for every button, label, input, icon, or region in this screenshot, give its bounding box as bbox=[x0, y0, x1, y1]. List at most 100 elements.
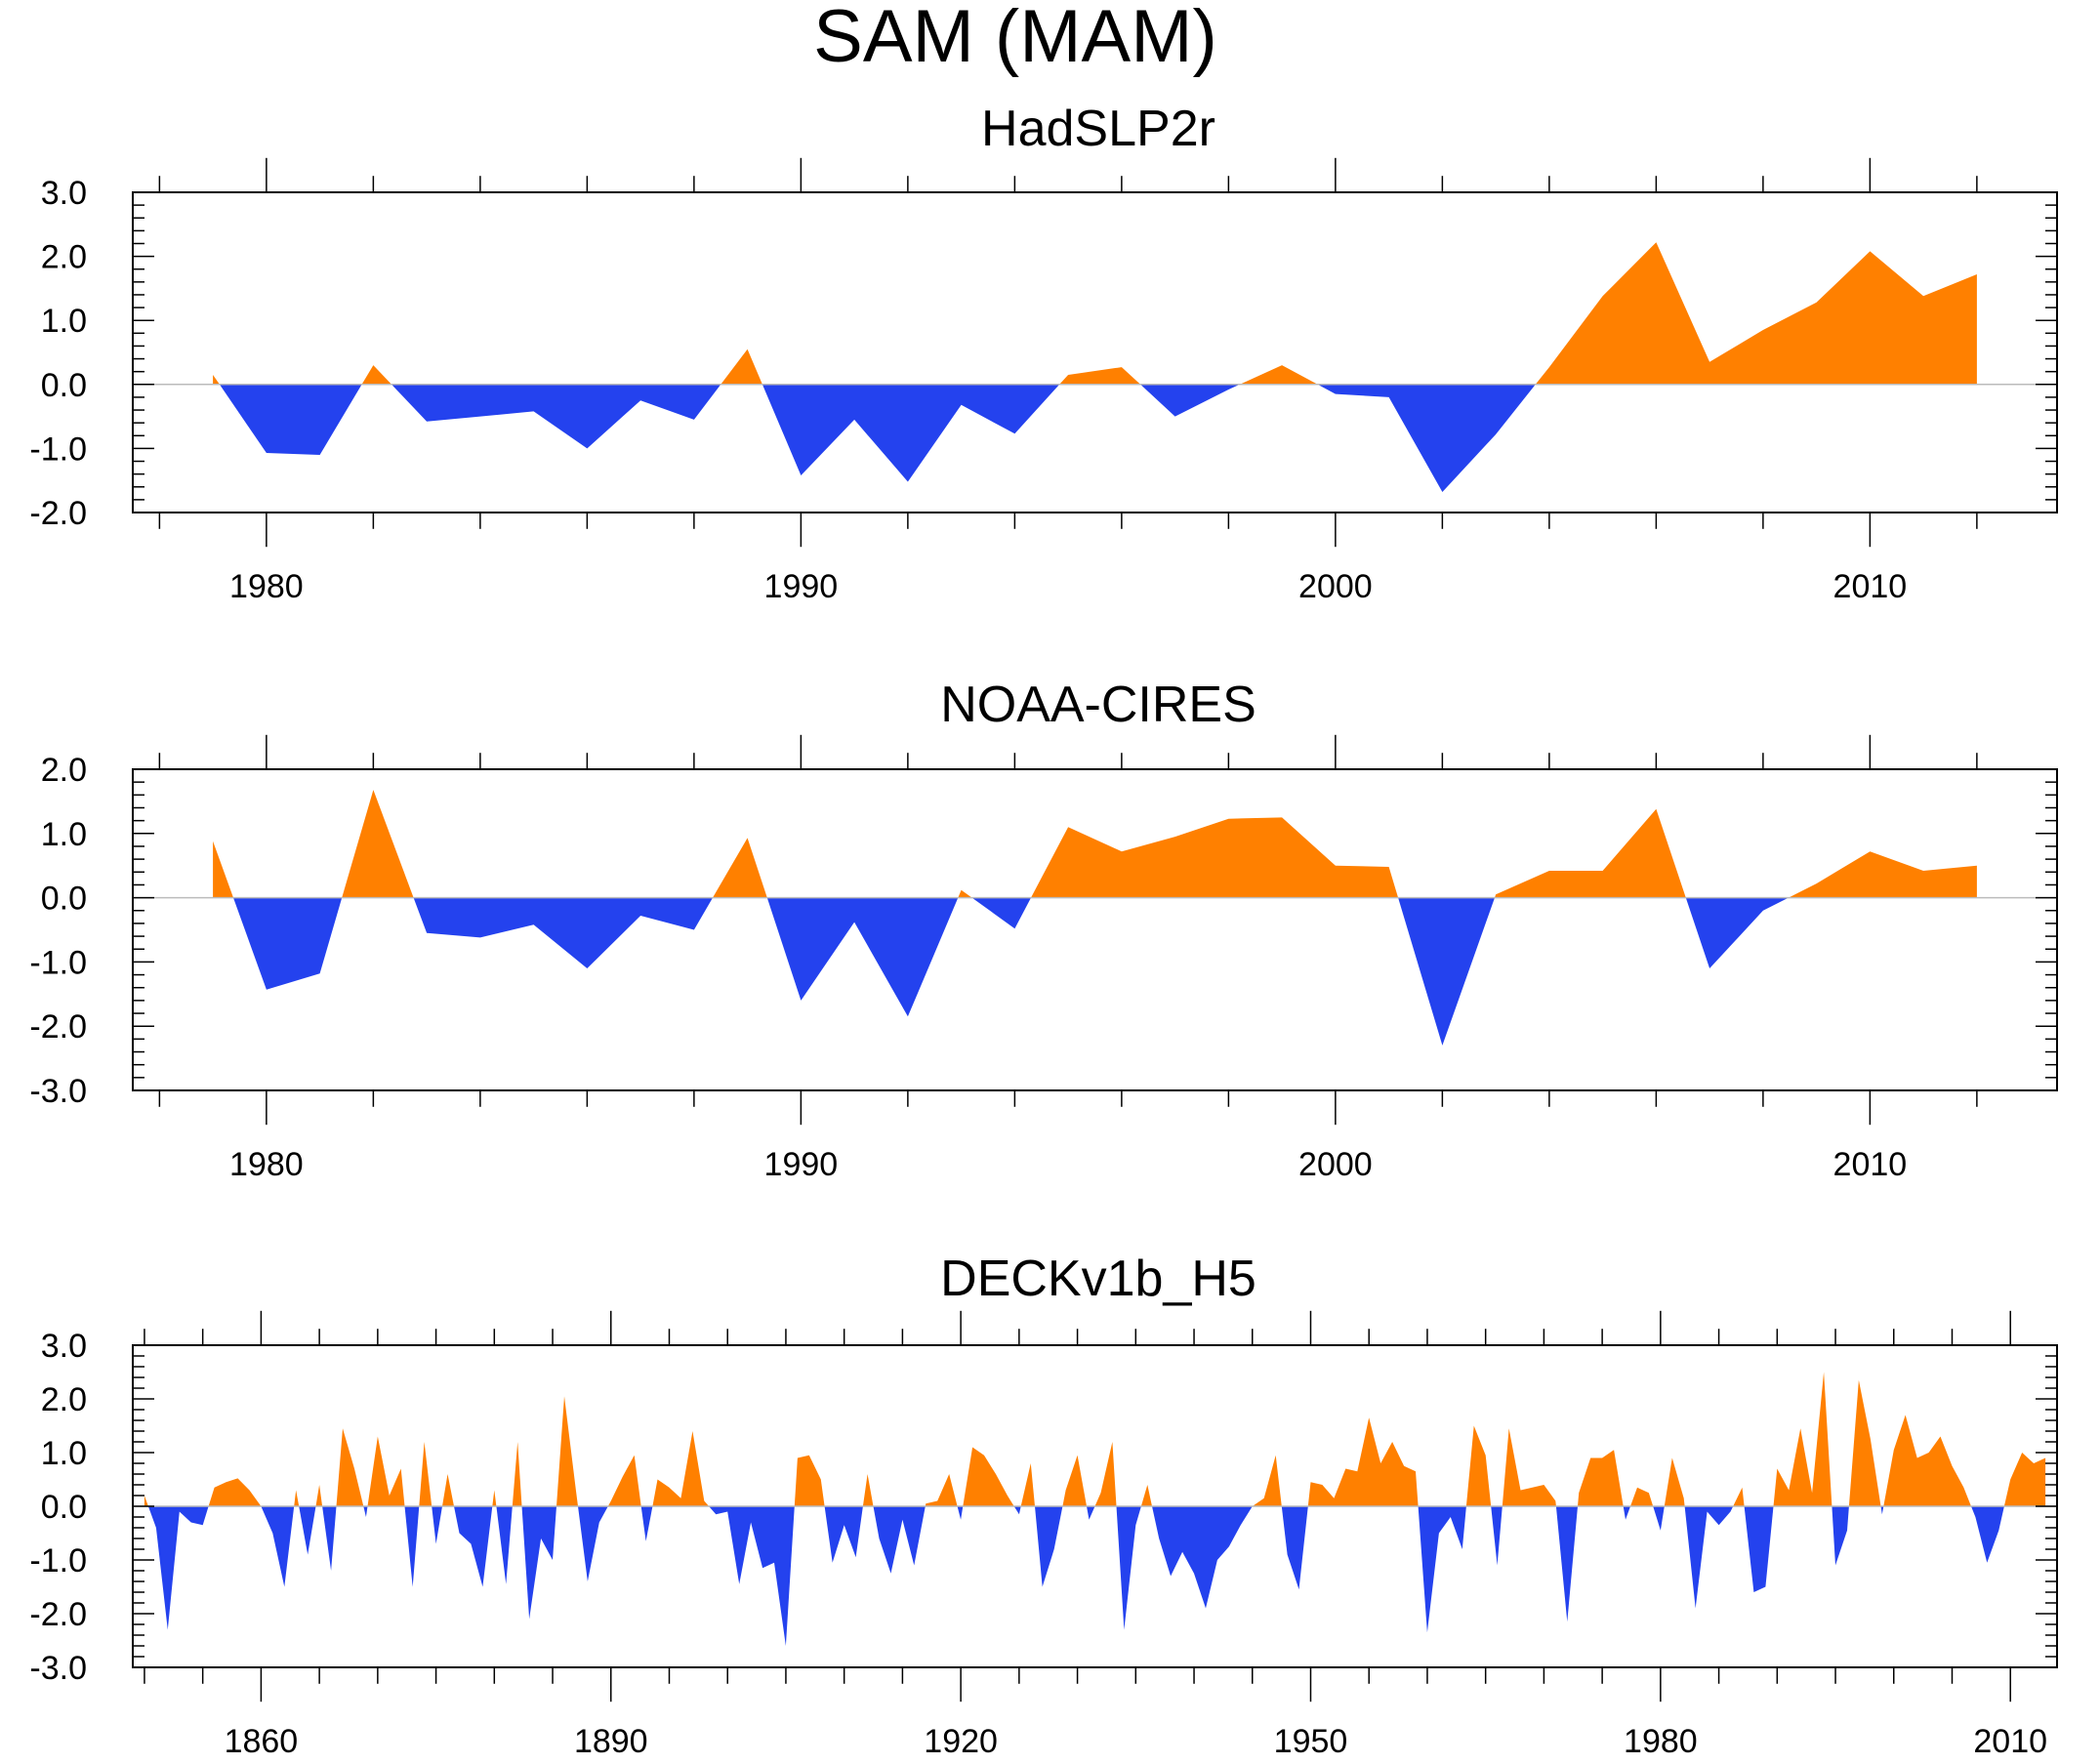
negative-area-29 bbox=[873, 1506, 926, 1574]
positive-area-6 bbox=[315, 1485, 323, 1506]
panel-noaa-cires: NOAA-CIRES -3.0 -2.0 -1.0 0.0 1.0 2.0 1980 1990… bbox=[29, 677, 2058, 1183]
x-tick-label: 1950 bbox=[1274, 1723, 1348, 1760]
x-tick-label: 2000 bbox=[1298, 568, 1373, 605]
positive-area-62 bbox=[1883, 1415, 1971, 1506]
negative-area-47 bbox=[1491, 1506, 1503, 1566]
panel-title-noaa-cires: NOAA-CIRES bbox=[940, 677, 1256, 733]
positive-area-64 bbox=[2003, 1453, 2046, 1506]
negative-area-27 bbox=[824, 1506, 863, 1563]
y-tick-label: 0.0 bbox=[41, 1489, 87, 1526]
y-tick-label: 1.0 bbox=[41, 303, 87, 340]
negative-area-9 bbox=[1317, 384, 1536, 492]
x-tick-label: 2010 bbox=[1833, 1146, 1908, 1183]
y-tick-label: 0.0 bbox=[41, 367, 87, 404]
y-tick-label: -1.0 bbox=[29, 944, 87, 981]
y-tick-label: -2.0 bbox=[29, 1008, 87, 1046]
negative-area-3 bbox=[391, 384, 721, 449]
x-tick-label: 1990 bbox=[764, 568, 839, 605]
y-tick-label: 2.0 bbox=[41, 752, 87, 789]
x-tick-label: 1980 bbox=[229, 568, 304, 605]
plot-frame bbox=[132, 768, 2058, 1091]
negative-area-49 bbox=[1555, 1506, 1578, 1622]
negative-area-55 bbox=[1684, 1506, 1734, 1609]
positive-area-4 bbox=[721, 349, 762, 385]
positive-area-54 bbox=[1664, 1457, 1685, 1506]
x-tick-label: 1860 bbox=[225, 1723, 299, 1760]
y-tick-label: -3.0 bbox=[29, 1650, 87, 1687]
x-tick-label: 1990 bbox=[764, 1146, 839, 1183]
positive-area-48 bbox=[1502, 1428, 1556, 1506]
x-tick-label: 1920 bbox=[924, 1723, 998, 1760]
positive-area-0 bbox=[213, 841, 233, 898]
negative-area-11 bbox=[404, 1506, 420, 1587]
positive-area-12 bbox=[1788, 851, 1977, 898]
positive-area-16 bbox=[492, 1490, 497, 1506]
positive-area-12 bbox=[419, 1442, 432, 1506]
positive-area-38 bbox=[1094, 1442, 1117, 1506]
positive-area-30 bbox=[925, 1474, 958, 1506]
positive-area-2 bbox=[208, 1478, 262, 1506]
x-tick-label: 2010 bbox=[1973, 1723, 2047, 1760]
y-tick-label: -2.0 bbox=[29, 495, 87, 532]
panel-title-hadslp2r: HadSLP2r bbox=[981, 101, 1215, 157]
negative-area-5 bbox=[299, 1506, 316, 1555]
negative-area-17 bbox=[496, 1506, 513, 1584]
y-tick-label: 3.0 bbox=[41, 175, 87, 212]
negative-area-1 bbox=[147, 1506, 209, 1630]
positive-area-8 bbox=[336, 1428, 364, 1506]
negative-area-9 bbox=[1398, 897, 1495, 1046]
positive-area-52 bbox=[1630, 1487, 1654, 1506]
positive-area-6 bbox=[958, 889, 972, 898]
figure-title: SAM (MAM) bbox=[813, 0, 1217, 78]
negative-area-3 bbox=[261, 1506, 295, 1587]
negative-area-53 bbox=[1653, 1506, 1665, 1531]
negative-area-9 bbox=[363, 1506, 368, 1517]
x-tick-label: 2010 bbox=[1833, 568, 1908, 605]
negative-area-25 bbox=[709, 1506, 795, 1646]
positive-area-40 bbox=[1140, 1485, 1152, 1506]
negative-area-41 bbox=[1152, 1506, 1253, 1609]
y-tick-label: 2.0 bbox=[41, 1381, 87, 1418]
negative-area-51 bbox=[1623, 1506, 1630, 1520]
positive-area-34 bbox=[1020, 1463, 1035, 1506]
positive-area-2 bbox=[342, 790, 414, 898]
positive-area-4 bbox=[294, 1490, 300, 1506]
y-tick-label: 3.0 bbox=[41, 1328, 87, 1365]
negative-area-1 bbox=[219, 384, 362, 455]
y-tick-label: 2.0 bbox=[41, 239, 87, 276]
positive-area-10 bbox=[367, 1436, 405, 1506]
positive-area-10 bbox=[1495, 808, 1686, 898]
positive-area-10 bbox=[1535, 242, 1977, 385]
negative-area-63 bbox=[1971, 1506, 2004, 1563]
y-tick-label: -2.0 bbox=[29, 1596, 87, 1633]
positive-area-44 bbox=[1307, 1417, 1419, 1506]
positive-area-4 bbox=[713, 838, 767, 898]
negative-area-31 bbox=[957, 1506, 964, 1520]
x-tick-label: 1890 bbox=[574, 1723, 648, 1760]
panel-hadslp2r: HadSLP2r -2.0 -1.0 0.0 1.0 2.0 3.0 1980 1990 200… bbox=[29, 101, 2058, 605]
positive-area-46 bbox=[1465, 1425, 1492, 1506]
positive-area-60 bbox=[1848, 1379, 1881, 1506]
plot-frame bbox=[132, 191, 2058, 513]
positive-area-14 bbox=[442, 1474, 454, 1506]
negative-area-57 bbox=[1744, 1506, 1774, 1592]
y-tick-label: 1.0 bbox=[41, 816, 87, 853]
negative-area-33 bbox=[1013, 1506, 1021, 1515]
x-tick-label: 1980 bbox=[1624, 1723, 1698, 1760]
negative-area-23 bbox=[640, 1506, 653, 1541]
x-tick-label: 1980 bbox=[229, 1146, 304, 1183]
positive-area-58 bbox=[1773, 1372, 1832, 1506]
y-tick-label: -1.0 bbox=[29, 431, 87, 468]
negative-area-43 bbox=[1281, 1506, 1308, 1590]
negative-area-19 bbox=[521, 1506, 556, 1620]
positive-area-0 bbox=[144, 1496, 148, 1506]
positive-area-28 bbox=[862, 1474, 874, 1506]
negative-area-59 bbox=[1832, 1506, 1849, 1566]
positive-area-36 bbox=[1062, 1455, 1087, 1506]
positive-area-26 bbox=[794, 1455, 825, 1506]
positive-area-32 bbox=[963, 1447, 1014, 1506]
negative-area-3 bbox=[413, 897, 713, 968]
negative-area-45 bbox=[1418, 1506, 1466, 1633]
negative-area-7 bbox=[1140, 384, 1240, 417]
